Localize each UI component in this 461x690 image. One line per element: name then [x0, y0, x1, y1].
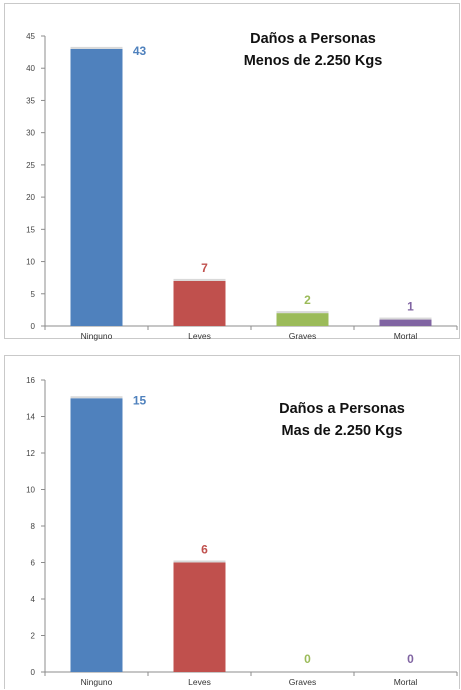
y-tick-label: 16: [26, 376, 35, 385]
data-label-ninguno: 15: [133, 393, 147, 407]
category-label-leves: Leves: [188, 331, 211, 341]
bar-leves: [173, 562, 226, 672]
chart-panel-menos-2250: 0 5 10 15 20 25 30 35 40 45 43 Ninguno 7 Leves 2 Graves…: [4, 3, 460, 341]
bar-leves: [173, 280, 226, 326]
category-label-mortal: Mortal: [394, 677, 418, 687]
category-label-graves: Graves: [289, 331, 316, 341]
category-label-ninguno: Ninguno: [81, 331, 113, 341]
y-tick-label: 0: [31, 668, 36, 677]
chart-title-line-2: Menos de 2.250 Kgs: [243, 53, 383, 69]
y-tick-label: 5: [31, 290, 36, 299]
data-label-leves: 7: [201, 261, 208, 275]
data-label-graves: 0: [304, 652, 311, 666]
category-label-leves: Leves: [188, 677, 211, 687]
bar-top-highlight: [379, 317, 432, 320]
bar-top-highlight: [173, 560, 226, 563]
bar-mortal: [379, 319, 432, 326]
data-label-mortal: 0: [407, 652, 414, 666]
chart-title-line-1: Daños a Personas: [279, 401, 405, 417]
chart-plot-menos-2250: 0 5 10 15 20 25 30 35 40 45 43 Ninguno 7 Leves 2 Graves…: [26, 32, 458, 341]
bar-ninguno: [70, 48, 123, 327]
y-tick-label: 45: [26, 32, 35, 41]
y-tick-label: 35: [26, 96, 35, 105]
y-tick-label: 0: [31, 322, 36, 331]
chart-plot-mas-2250: 0 2 4 6 8 10 12 14 16 15 Ninguno 6 Leves 0 Graves 0 Mort…: [26, 376, 458, 687]
chart-title-line-1: Daños a Personas: [250, 31, 376, 47]
bar-top-highlight: [70, 46, 123, 49]
data-label-graves: 2: [304, 293, 311, 307]
bar-ninguno: [70, 398, 123, 672]
data-label-leves: 6: [201, 543, 208, 557]
y-tick-label: 2: [31, 632, 36, 641]
y-tick-label: 10: [26, 258, 35, 267]
chart-title-line-2: Mas de 2.250 Kgs: [281, 423, 403, 439]
y-tick-label: 10: [26, 486, 35, 495]
data-label-mortal: 1: [407, 300, 414, 314]
bar-graves: [276, 313, 329, 326]
category-label-graves: Graves: [289, 677, 316, 687]
bar-top-highlight: [173, 278, 226, 281]
bar-top-highlight: [70, 396, 123, 399]
y-tick-label: 4: [31, 595, 36, 604]
y-tick-label: 15: [26, 225, 35, 234]
y-tick-label: 8: [31, 522, 36, 531]
y-tick-label: 12: [26, 449, 35, 458]
bar-top-highlight: [276, 311, 329, 314]
y-tick-label: 14: [26, 413, 35, 422]
data-label-ninguno: 43: [133, 44, 147, 58]
y-tick-label: 25: [26, 161, 35, 170]
y-tick-label: 40: [26, 64, 35, 73]
y-tick-label: 6: [31, 559, 36, 568]
y-tick-label: 20: [26, 193, 35, 202]
category-label-ninguno: Ninguno: [81, 677, 113, 687]
chart-panel-mas-2250: 0 2 4 6 8 10 12 14 16 15 Ninguno 6 Leves 0 Graves 0 Mort…: [4, 355, 460, 689]
chart-title: Daños a Personas Mas de 2.250 Kgs: [267, 398, 417, 442]
category-label-mortal: Mortal: [394, 331, 418, 341]
chart-title: Daños a Personas Menos de 2.250 Kgs: [231, 28, 395, 72]
y-tick-label: 30: [26, 129, 35, 138]
